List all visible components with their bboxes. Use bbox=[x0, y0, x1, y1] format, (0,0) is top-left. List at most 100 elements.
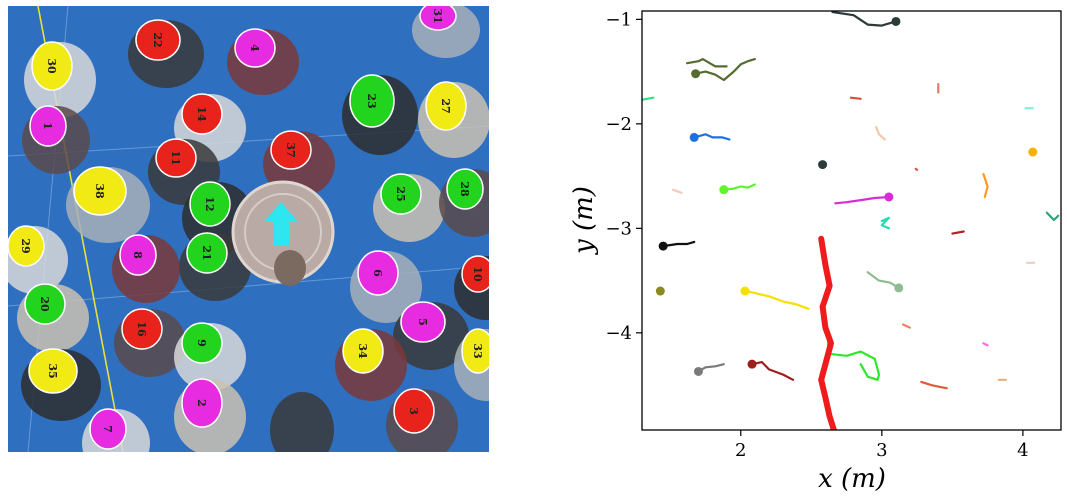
pedestrian-trajectory bbox=[1047, 213, 1058, 220]
trajectory-chart-svg: 2 3 4 −1 −2 −3 −4 x (m) y (m) bbox=[540, 0, 1067, 494]
overhead-scene-svg: 302243123 271141137381225 2829 2186 10201695… bbox=[8, 6, 489, 452]
pedestrian-id-label: 11 bbox=[169, 150, 182, 165]
pedestrian-marker: 31 bbox=[420, 6, 456, 30]
pedestrian-marker: 38 bbox=[74, 167, 126, 215]
pedestrian-marker: 25 bbox=[381, 174, 421, 214]
pedestrian-trajectory bbox=[868, 272, 899, 288]
pedestrian-marker: 9 bbox=[182, 323, 222, 363]
y-tick-label: −1 bbox=[605, 9, 632, 30]
pedestrian-trajectory bbox=[745, 291, 809, 309]
trajectory-marker bbox=[656, 287, 665, 296]
pedestrian-id-label: 34 bbox=[356, 343, 369, 359]
pedestrian-id-label: 25 bbox=[394, 186, 407, 201]
trajectory-marker bbox=[748, 360, 757, 369]
trajectory-marker bbox=[818, 160, 827, 169]
pedestrian-marker: 8 bbox=[120, 235, 156, 275]
y-tick-label: −4 bbox=[605, 323, 632, 344]
pedestrian-marker: 37 bbox=[271, 131, 311, 169]
axis-ticks: 2 3 4 −1 −2 −3 −4 bbox=[605, 9, 1028, 461]
overhead-camera-view: 30 22 4 31 23 27 1 14 11 37 38 12 25 28 29 21 8 6 10 20 16 9 5… bbox=[8, 6, 489, 452]
y-tick-label: −2 bbox=[605, 114, 632, 135]
pedestrian-trajectory bbox=[642, 98, 653, 100]
x-tick-label: 4 bbox=[1017, 440, 1028, 461]
pedestrian-trajectory bbox=[916, 169, 917, 170]
trajectory-marker bbox=[719, 185, 728, 194]
pedestrian-id-label: 10 bbox=[471, 266, 484, 282]
pedestrian-marker: 21 bbox=[187, 233, 227, 273]
trajectory-marker bbox=[1028, 148, 1037, 157]
pedestrian-marker: 3 bbox=[394, 389, 434, 433]
pedestrian-trajectory bbox=[694, 134, 729, 139]
pedestrian-marker: 5 bbox=[401, 302, 445, 342]
pedestrian-marker: 2 bbox=[182, 379, 222, 427]
y-tick-label: −3 bbox=[605, 218, 632, 239]
trajectory-marker bbox=[690, 133, 699, 142]
pedestrian-id-label: 22 bbox=[151, 32, 164, 47]
trajectory-marker bbox=[691, 69, 700, 78]
pedestrian-marker: 34 bbox=[343, 329, 383, 373]
pedestrian-id-label: 33 bbox=[471, 343, 484, 358]
trajectory-marker bbox=[894, 283, 903, 292]
pedestrian-id-label: 8 bbox=[131, 251, 144, 259]
pedestrian-trajectory bbox=[687, 59, 727, 66]
pedestrian-id-label: 12 bbox=[203, 196, 216, 211]
pedestrian-trajectory bbox=[921, 382, 946, 388]
pedestrian-id-label: 29 bbox=[19, 238, 32, 253]
pedestrian-id-label: 31 bbox=[431, 8, 444, 23]
pedestrian-id-label: 5 bbox=[416, 318, 429, 326]
pedestrian-id-label: 38 bbox=[93, 183, 106, 199]
pedestrian-trajectory bbox=[663, 242, 694, 246]
pedestrian-id-label: 30 bbox=[45, 58, 58, 74]
pedestrian-marker: 35 bbox=[29, 349, 77, 393]
pedestrian-id-label: 23 bbox=[365, 93, 378, 108]
pedestrian-marker: 30 bbox=[32, 42, 72, 90]
pedestrian-trajectory bbox=[696, 59, 755, 80]
x-tick-label: 2 bbox=[735, 440, 746, 461]
pedestrian-id-label: 2 bbox=[195, 399, 208, 407]
robot-trajectory bbox=[821, 239, 834, 430]
trajectory-marker bbox=[891, 17, 900, 26]
pedestrian-id-label: 6 bbox=[371, 269, 384, 277]
pedestrian-trajectory bbox=[835, 197, 889, 203]
pedestrian-trajectory bbox=[876, 127, 885, 140]
pedestrian-marker: 1 bbox=[30, 106, 66, 146]
pedestrian-marker: 14 bbox=[182, 94, 222, 134]
pedestrian-trajectory bbox=[983, 343, 987, 345]
pedestrian-id-label: 21 bbox=[200, 245, 213, 260]
pedestrian-marker: 33 bbox=[462, 329, 489, 373]
trajectory-marker bbox=[740, 287, 749, 296]
x-axis-label: x (m) bbox=[818, 464, 886, 494]
pedestrian-id-label: 27 bbox=[439, 98, 452, 113]
trajectory-marker bbox=[884, 192, 893, 201]
pedestrian-trajectory bbox=[851, 98, 861, 99]
pedestrian-id-label: 16 bbox=[135, 321, 148, 337]
trajectories bbox=[642, 12, 1058, 430]
pedestrian-id-label: 7 bbox=[101, 425, 114, 433]
pedestrian-id-label: 3 bbox=[407, 407, 420, 415]
pedestrian-id-label: 14 bbox=[195, 106, 208, 122]
pedestrian-trajectory bbox=[752, 362, 793, 380]
pedestrian-marker: 10 bbox=[462, 256, 489, 292]
pedestrian-trajectory bbox=[833, 12, 896, 26]
pedestrian-marker: 28 bbox=[447, 169, 483, 209]
pedestrian-trajectory bbox=[724, 185, 755, 190]
pedestrian-marker: 29 bbox=[8, 226, 44, 266]
pedestrian-marker: 22 bbox=[136, 20, 180, 60]
pedestrian-marker: 23 bbox=[350, 75, 394, 127]
pedestrian-trajectory bbox=[882, 218, 889, 228]
pedestrian-id-label: 35 bbox=[46, 363, 59, 378]
pedestrian-id-label: 4 bbox=[248, 44, 261, 52]
pedestrian-id-label: 1 bbox=[41, 122, 54, 130]
pedestrian-marker: 6 bbox=[358, 251, 398, 295]
pedestrian-id-label: 20 bbox=[38, 296, 51, 312]
pedestrian-trajectory bbox=[952, 232, 963, 234]
trajectory-marker bbox=[659, 242, 668, 251]
pedestrian-trajectory bbox=[983, 174, 987, 197]
pedestrian-marker: 16 bbox=[122, 309, 162, 349]
pedestrian-trajectory bbox=[903, 325, 910, 328]
trajectory-chart: 2 3 4 −1 −2 −3 −4 x (m) y (m) bbox=[540, 0, 1067, 494]
pedestrian-marker: 27 bbox=[426, 82, 466, 130]
pedestrian-id-label: 9 bbox=[195, 339, 208, 347]
pedestrian-marker: 12 bbox=[190, 182, 230, 226]
x-tick-label: 3 bbox=[876, 440, 887, 461]
